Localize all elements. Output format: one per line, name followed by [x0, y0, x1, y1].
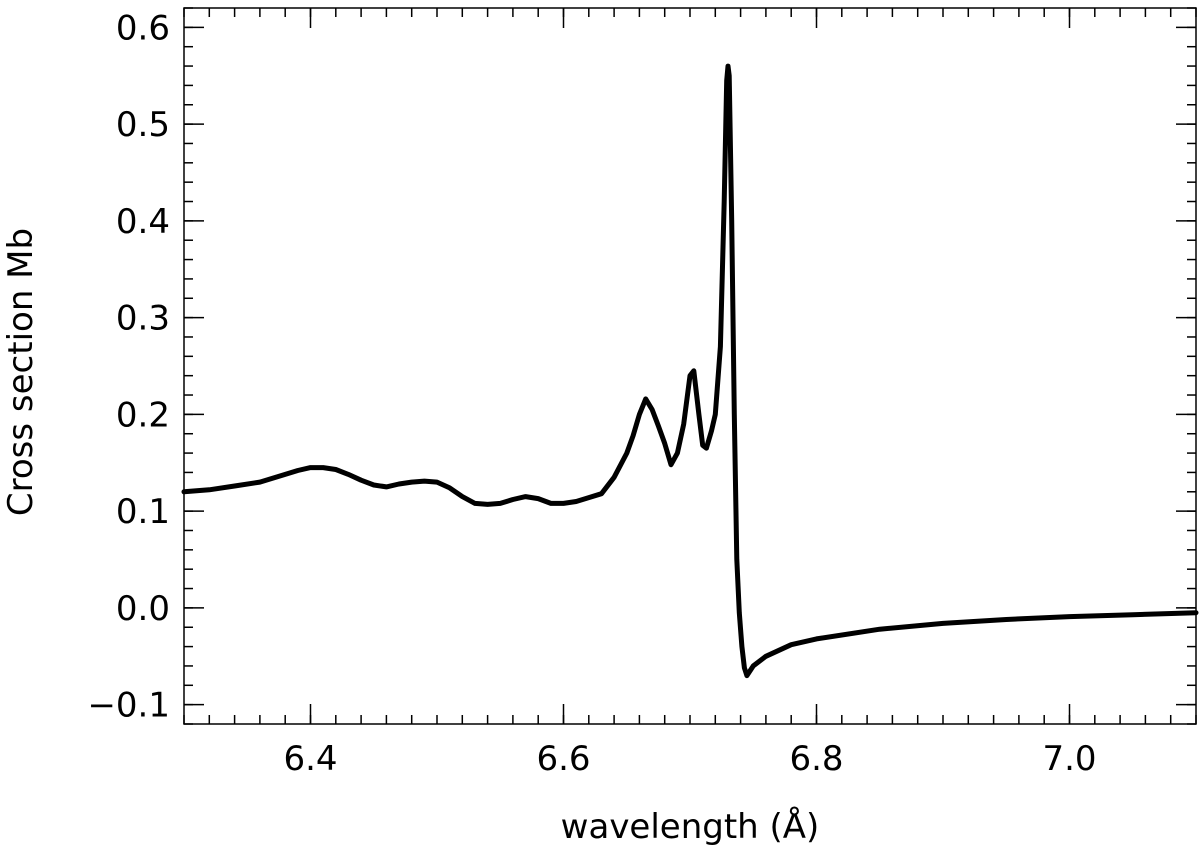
y-axis-title: Cross section Mb	[1, 228, 41, 516]
y-tick-label: 0.2	[116, 395, 170, 435]
y-tick-label: 0.0	[116, 589, 170, 629]
y-tick-label: 0.6	[116, 8, 170, 48]
y-tick-label: 0.1	[116, 492, 170, 532]
x-tick-label: 6.6	[536, 739, 590, 779]
y-tick-label: 0.3	[116, 299, 170, 339]
y-tick-label: 0.4	[116, 202, 170, 242]
x-tick-label: 6.8	[789, 739, 843, 779]
plot-frame	[183, 7, 1197, 725]
x-axis-title: wavelength (Å)	[561, 806, 820, 847]
y-tick-labels: −0.1 0.0 0.1 0.2 0.3 0.4 0.5 0.6	[87, 8, 170, 725]
cross-section-line	[181, 63, 1199, 679]
x-tick-label: 7.0	[1042, 739, 1096, 779]
x-tick-label: 6.4	[283, 739, 337, 779]
y-tick-label: 0.5	[116, 105, 170, 145]
x-tick-labels: 6.4 6.6 6.8 7.0	[283, 739, 1096, 779]
axis-ticks	[183, 7, 1197, 725]
y-tick-label: −0.1	[87, 686, 170, 726]
